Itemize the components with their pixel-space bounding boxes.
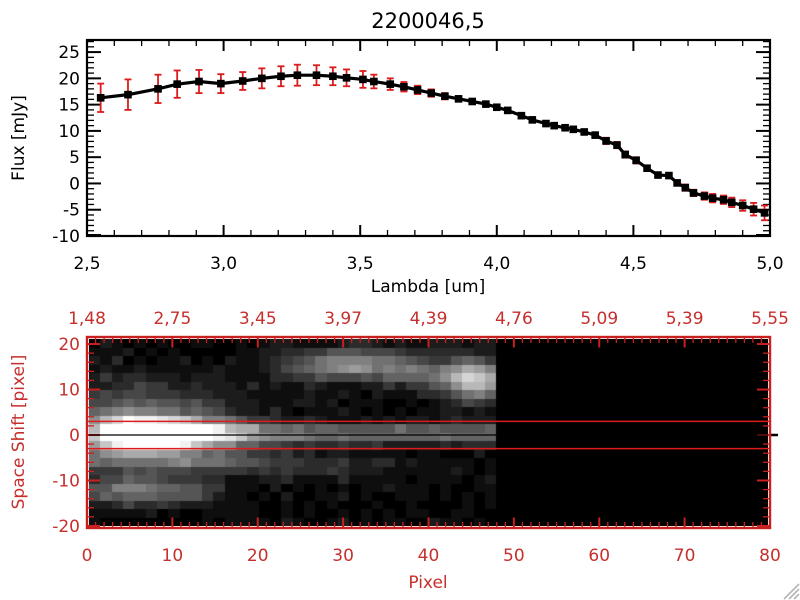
x-tick-label: 2,5 xyxy=(73,254,100,274)
y-tick-label: 25 xyxy=(58,43,80,63)
data-point-marker xyxy=(681,183,690,192)
data-point-marker xyxy=(173,80,181,88)
data-point-marker xyxy=(613,141,621,149)
data-point-marker xyxy=(665,171,673,180)
data-point-marker xyxy=(359,75,367,84)
image-xaxis-title: Pixel xyxy=(408,573,447,593)
data-point-marker xyxy=(238,77,247,85)
y-tick-label: 10 xyxy=(58,122,80,142)
x-tick-label: 3,5 xyxy=(347,254,374,274)
image-x-tick-label: 70 xyxy=(674,546,696,566)
data-point-marker xyxy=(569,125,578,134)
spatial-profile-image xyxy=(89,339,768,526)
data-point-marker xyxy=(293,71,302,80)
data-point-marker xyxy=(454,95,463,103)
data-point-marker xyxy=(400,82,408,91)
data-point-marker xyxy=(528,116,537,124)
y-tick-label: 20 xyxy=(58,69,80,89)
image-x-tick-label: 80 xyxy=(759,546,781,566)
data-point-marker xyxy=(673,179,681,187)
y-tick-label: 0 xyxy=(69,174,80,194)
wavelength-tick-label: 4,39 xyxy=(410,309,448,329)
image-x-tick-label: 40 xyxy=(418,546,440,566)
data-point-marker xyxy=(441,92,449,101)
resize-grip-icon[interactable] xyxy=(783,583,800,600)
image-plot-box xyxy=(85,335,772,530)
data-point-marker xyxy=(217,79,225,88)
image-y-tick-label: 0 xyxy=(69,426,80,446)
data-point-marker xyxy=(561,123,569,132)
data-point-marker xyxy=(591,131,599,139)
data-point-marker xyxy=(370,77,378,86)
data-point-marker xyxy=(689,189,698,197)
image-x-tick-label: 30 xyxy=(332,546,354,566)
data-point-marker xyxy=(468,97,477,106)
data-point-marker xyxy=(413,86,422,94)
data-point-marker xyxy=(482,100,490,108)
y-tick-label: -10 xyxy=(52,227,80,247)
data-point-marker xyxy=(738,201,747,210)
data-point-marker xyxy=(277,72,285,81)
data-point-marker xyxy=(342,74,351,82)
data-point-marker xyxy=(542,119,550,128)
data-point-marker xyxy=(654,171,662,179)
image-x-tick-label: 20 xyxy=(247,546,269,566)
wavelength-tick-label: 3,45 xyxy=(239,309,277,329)
spectrum-plot-box xyxy=(85,38,772,238)
data-point-marker xyxy=(312,71,321,80)
image-yaxis-title: Space Shift [pixel] xyxy=(9,355,29,510)
image-x-tick-label: 0 xyxy=(82,546,93,566)
data-point-marker xyxy=(580,128,589,136)
data-point-marker xyxy=(124,90,132,99)
data-point-marker xyxy=(96,94,105,102)
x-tick-label: 4,0 xyxy=(483,254,510,274)
spectrum-xaxis-title: Lambda [um] xyxy=(371,277,485,297)
image-y-tick-label: -20 xyxy=(52,517,80,537)
y-tick-label: 5 xyxy=(69,148,80,168)
wavelength-tick-label: 5,09 xyxy=(580,309,618,329)
image-x-tick-label: 50 xyxy=(503,546,525,566)
data-point-marker xyxy=(258,74,266,83)
wavelength-tick-label: 3,97 xyxy=(324,309,362,329)
data-point-marker xyxy=(643,164,651,173)
data-point-marker xyxy=(602,137,610,145)
data-point-marker xyxy=(329,72,337,81)
data-point-marker xyxy=(700,192,709,200)
image-x-tick-label: 10 xyxy=(162,546,184,566)
wavelength-tick-label: 5,39 xyxy=(666,309,704,329)
plot-title: 2200046,5 xyxy=(371,9,485,33)
x-tick-label: 5,0 xyxy=(756,254,783,274)
data-point-marker xyxy=(427,89,436,97)
data-point-marker xyxy=(760,209,769,217)
image-x-tick-label: 60 xyxy=(588,546,610,566)
y-tick-label: 15 xyxy=(58,96,80,116)
image-y-tick-label: 20 xyxy=(58,335,80,355)
wavelength-tick-label: 5,55 xyxy=(751,309,789,329)
data-point-marker xyxy=(386,80,395,88)
data-point-marker xyxy=(154,85,162,93)
y-tick-label: -5 xyxy=(63,201,80,221)
x-tick-label: 4,5 xyxy=(620,254,647,274)
data-point-marker xyxy=(749,205,758,214)
x-tick-label: 3,0 xyxy=(210,254,237,274)
data-point-marker xyxy=(719,195,728,204)
wavelength-tick-label: 4,76 xyxy=(495,309,533,329)
wavelength-tick-label: 1,48 xyxy=(68,309,106,329)
data-point-marker xyxy=(621,150,630,159)
data-point-marker xyxy=(517,111,526,120)
image-y-tick-label: 10 xyxy=(58,381,80,401)
data-point-marker xyxy=(632,156,640,165)
data-point-marker xyxy=(503,106,512,115)
data-point-marker xyxy=(493,103,501,112)
data-point-marker xyxy=(195,77,203,86)
data-point-marker xyxy=(550,121,558,130)
wavelength-tick-label: 2,75 xyxy=(153,309,191,329)
image-y-tick-label: -10 xyxy=(52,471,80,491)
data-point-marker xyxy=(708,194,717,202)
data-point-marker xyxy=(727,198,736,207)
spectrum-yaxis-title: Flux [mJy] xyxy=(9,95,29,181)
